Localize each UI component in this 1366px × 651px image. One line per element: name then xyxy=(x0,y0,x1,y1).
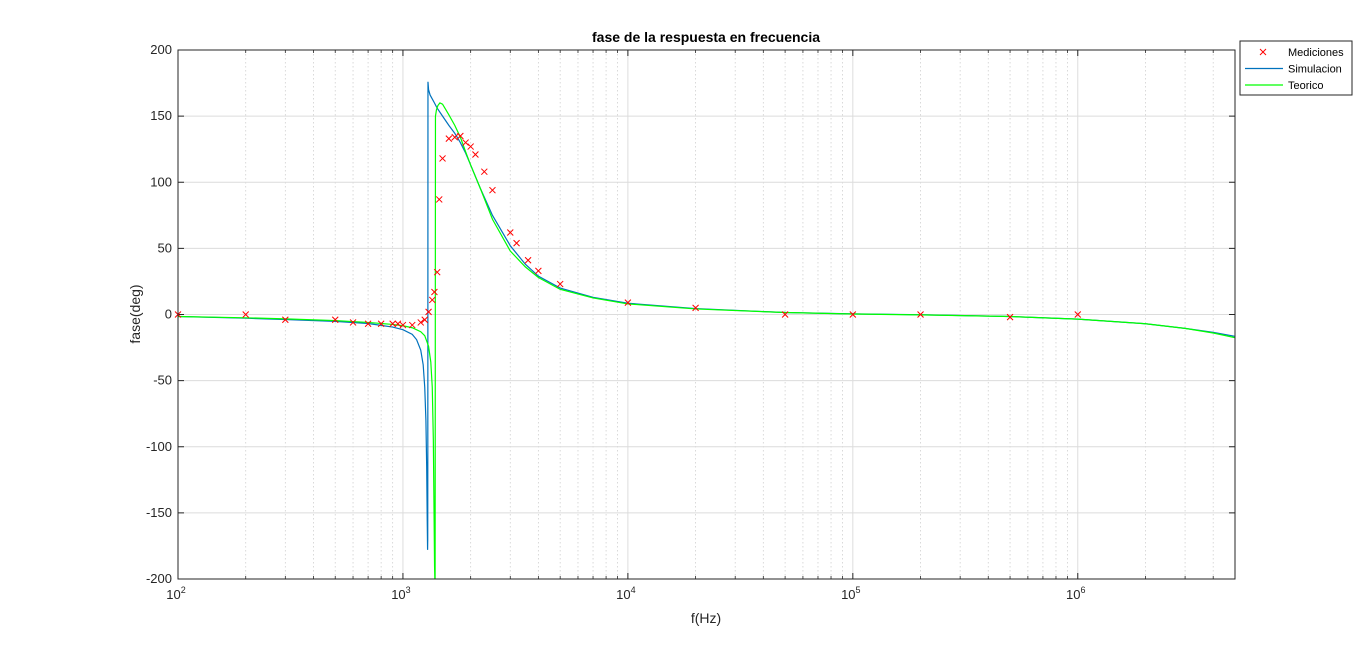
axis-ticks: 102 103 104 105 106 -200 -150 -100 -50 0 50 100 150 2… xyxy=(146,42,1235,602)
series-line-teorico xyxy=(178,102,1235,579)
y-tick-label: -50 xyxy=(153,373,172,388)
x-tick-label: 104 xyxy=(616,585,635,602)
data-point-mediciones xyxy=(445,135,453,142)
data-point-mediciones xyxy=(242,311,250,318)
y-tick-label: -100 xyxy=(146,439,172,454)
data-point-mediciones xyxy=(472,151,479,158)
x-tick-label: 105 xyxy=(841,585,860,602)
data-point-mediciones xyxy=(433,268,441,276)
data-point-mediciones xyxy=(489,186,496,194)
data-point-mediciones xyxy=(524,256,532,264)
y-tick-label: -200 xyxy=(146,571,172,586)
x-tick-label: 103 xyxy=(391,585,410,602)
data-point-mediciones xyxy=(428,296,436,304)
data-point-mediciones xyxy=(781,311,789,318)
x-tick-label: 106 xyxy=(1066,585,1085,602)
data-point-mediciones xyxy=(425,308,432,316)
y-tick-label: 150 xyxy=(150,108,172,123)
legend-label-mediciones: Mediciones xyxy=(1288,47,1344,59)
data-point-mediciones xyxy=(1006,313,1014,321)
data-point-mediciones xyxy=(692,304,699,312)
y-tick-label: -150 xyxy=(146,505,172,520)
data-point-mediciones xyxy=(389,320,397,328)
y-tick-label: 0 xyxy=(165,307,172,322)
y-tick-label: 50 xyxy=(158,240,172,255)
data-point-mediciones xyxy=(457,132,464,140)
legend: Mediciones Simulacion Teorico xyxy=(1239,40,1353,96)
data-point-mediciones xyxy=(281,316,289,324)
y-axis-label: fase(deg) xyxy=(127,284,143,343)
axes-box xyxy=(177,49,1236,580)
chart-title: fase de la respuesta en frecuencia xyxy=(592,29,820,45)
data-point-mediciones xyxy=(467,143,475,150)
legend-label-teorico: Teorico xyxy=(1288,80,1323,92)
data-point-mediciones xyxy=(439,155,446,162)
data-point-mediciones xyxy=(480,168,488,176)
data-point-mediciones xyxy=(917,311,924,318)
series-layer xyxy=(174,81,1235,579)
data-point-mediciones xyxy=(451,133,459,141)
y-tick-label: 200 xyxy=(150,42,172,57)
data-point-mediciones xyxy=(462,139,470,146)
data-point-mediciones xyxy=(421,316,429,324)
data-point-mediciones xyxy=(849,311,857,318)
data-point-mediciones xyxy=(624,299,632,306)
data-point-mediciones xyxy=(513,239,520,247)
x-tick-label: 102 xyxy=(166,585,185,602)
x-axis-label: f(Hz) xyxy=(691,610,721,626)
y-tick-label: 100 xyxy=(150,174,172,189)
data-point-mediciones xyxy=(364,320,372,328)
legend-label-simulacion: Simulacion xyxy=(1288,64,1342,76)
data-point-mediciones xyxy=(331,316,339,324)
data-point-mediciones xyxy=(431,288,438,296)
data-point-mediciones xyxy=(506,229,514,236)
data-point-mediciones xyxy=(535,267,542,275)
data-point-mediciones xyxy=(394,320,402,328)
data-point-mediciones xyxy=(435,196,443,203)
data-point-mediciones xyxy=(556,280,564,288)
legend-marker-mediciones xyxy=(1259,48,1267,56)
data-point-mediciones xyxy=(399,321,407,329)
data-point-mediciones xyxy=(377,320,385,328)
data-point-mediciones xyxy=(349,319,357,326)
data-point-mediciones xyxy=(1074,311,1082,318)
data-point-mediciones xyxy=(417,319,425,326)
data-point-mediciones xyxy=(408,321,416,329)
